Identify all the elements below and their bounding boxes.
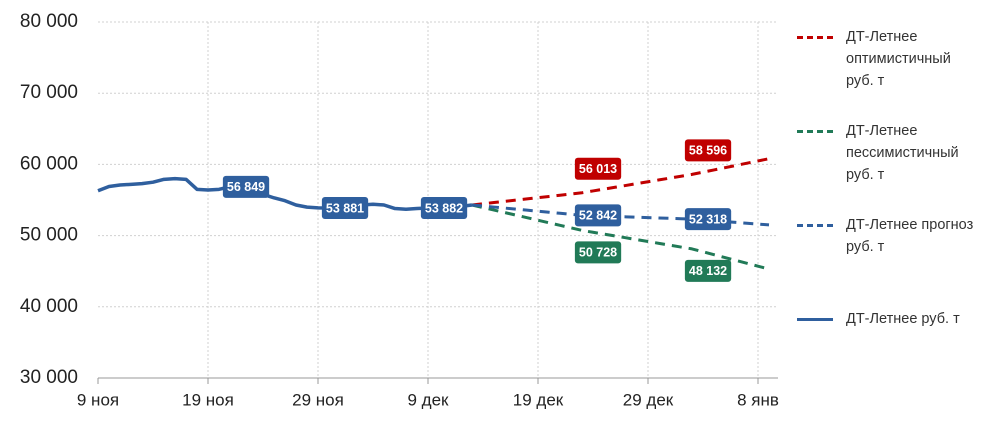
legend-item: ДТ-Летнее прогноз руб. т <box>797 214 987 308</box>
legend-item: ДТ-Летнее пессимистичный руб. т <box>797 120 987 214</box>
x-tick-label: 9 дек <box>408 390 450 409</box>
value-label-box <box>574 204 622 227</box>
x-tick-label: 29 ноя <box>292 390 344 409</box>
value-label-box <box>420 196 468 219</box>
legend-swatch <box>797 36 833 39</box>
value-label-text: 48 132 <box>689 264 727 278</box>
value-label-text: 53 882 <box>425 201 463 215</box>
value-label-text: 53 881 <box>326 201 364 215</box>
value-label: 56 013 <box>574 157 622 180</box>
value-label-box <box>321 196 369 219</box>
legend-swatch <box>797 130 833 133</box>
x-tick-label: 8 янв <box>737 390 779 409</box>
value-label-text: 56 013 <box>579 162 617 176</box>
y-tick-label: 70 000 <box>20 82 78 103</box>
value-label: 52 842 <box>574 204 622 227</box>
x-tick-label: 9 ноя <box>77 390 119 409</box>
value-label-box <box>684 259 732 282</box>
y-tick-label: 60 000 <box>20 153 78 174</box>
x-tick-label: 19 дек <box>513 390 564 409</box>
value-label-box <box>574 157 622 180</box>
legend-label: ДТ-Летнее руб. т <box>846 311 960 327</box>
value-label: 56 849 <box>222 175 270 198</box>
value-label: 52 318 <box>684 208 732 231</box>
value-label-text: 52 318 <box>689 212 727 226</box>
value-label-box <box>684 139 732 162</box>
value-label: 50 728 <box>574 241 622 264</box>
value-label-text: 50 728 <box>579 246 617 260</box>
legend-item: ДТ-Летнее руб. т <box>797 308 987 402</box>
value-label-box <box>684 208 732 231</box>
value-label: 48 132 <box>684 259 732 282</box>
y-tick-label: 30 000 <box>20 367 78 388</box>
legend-item: ДТ-Летнее оптимистичный руб. т <box>797 26 987 120</box>
value-label: 58 596 <box>684 139 732 162</box>
value-label: 53 881 <box>321 196 369 219</box>
value-label-text: 58 596 <box>689 144 727 158</box>
y-tick-label: 50 000 <box>20 225 78 246</box>
legend-label: ДТ-Летнее прогноз руб. т <box>846 217 974 255</box>
y-tick-label: 40 000 <box>20 296 78 317</box>
value-label-text: 52 842 <box>579 209 617 223</box>
legend-label: ДТ-Летнее пессимистичный руб. т <box>846 123 959 183</box>
series-line <box>97 176 473 212</box>
value-label-text: 56 849 <box>227 180 265 194</box>
y-tick-label: 80 000 <box>20 11 78 32</box>
legend: ДТ-Летнее оптимистичный руб. т ДТ-Летнее … <box>797 26 987 402</box>
value-label-box <box>574 241 622 264</box>
x-tick-label: 19 ноя <box>182 390 234 409</box>
value-label-box <box>222 175 270 198</box>
value-label: 53 882 <box>420 196 468 219</box>
legend-swatch <box>797 224 833 227</box>
legend-label: ДТ-Летнее оптимистичный руб. т <box>846 29 951 89</box>
x-tick-label: 29 дек <box>623 390 674 409</box>
legend-swatch <box>797 318 833 321</box>
